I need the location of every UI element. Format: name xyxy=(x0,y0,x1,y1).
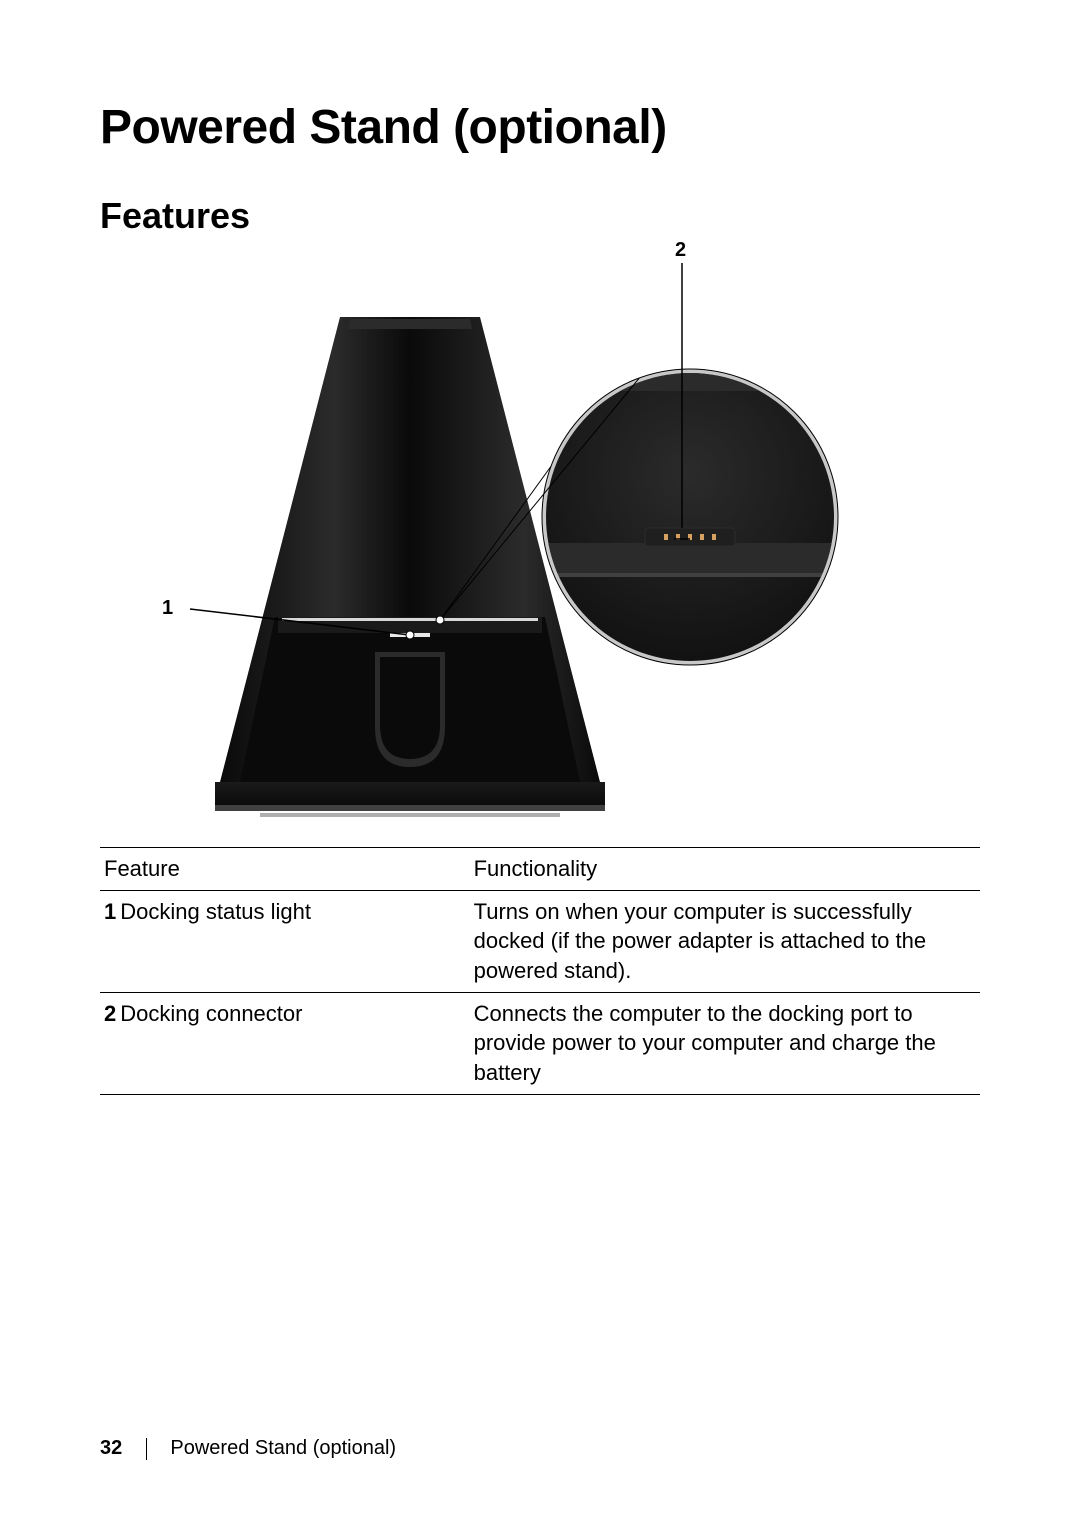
page-footer: 32 Powered Stand (optional) xyxy=(100,1437,396,1460)
feature-name: Docking status light xyxy=(120,899,311,924)
table-row: 1Docking status light Turns on when your… xyxy=(100,890,980,992)
row-number: 1 xyxy=(104,899,116,924)
feature-functionality: Connects the computer to the docking por… xyxy=(470,992,980,1094)
section-heading: Features xyxy=(100,195,980,237)
stand-diagram xyxy=(100,247,980,847)
features-table: Feature Functionality 1Docking status li… xyxy=(100,847,980,1095)
col-header-functionality: Functionality xyxy=(470,848,980,891)
page-title: Powered Stand (optional) xyxy=(100,100,980,155)
figure: 2 1 xyxy=(100,247,980,847)
footer-divider-icon xyxy=(146,1438,147,1460)
page-number: 32 xyxy=(100,1437,122,1459)
table-row: 2Docking connector Connects the computer… xyxy=(100,992,980,1094)
col-header-feature: Feature xyxy=(100,848,470,891)
feature-functionality: Turns on when your computer is successfu… xyxy=(470,890,980,992)
feature-name: Docking connector xyxy=(120,1001,302,1026)
row-number: 2 xyxy=(104,1001,116,1026)
footer-section-name: Powered Stand (optional) xyxy=(170,1437,396,1459)
